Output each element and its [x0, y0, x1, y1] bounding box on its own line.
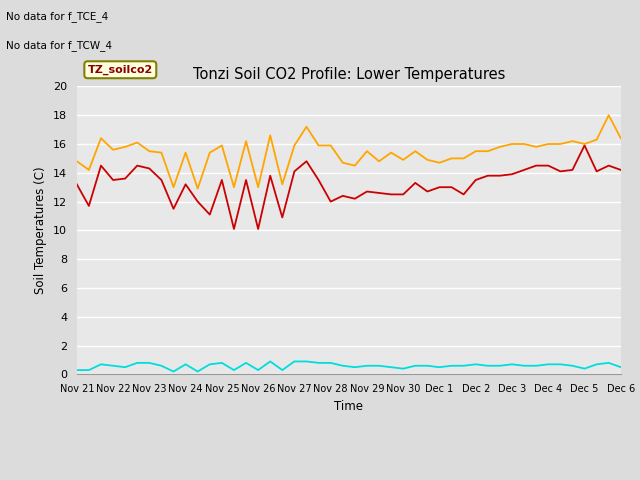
Y-axis label: Soil Temperatures (C): Soil Temperatures (C)	[35, 167, 47, 294]
Text: TZ_soilco2: TZ_soilco2	[88, 65, 153, 75]
Text: No data for f_TCW_4: No data for f_TCW_4	[6, 40, 113, 51]
Title: Tonzi Soil CO2 Profile: Lower Temperatures: Tonzi Soil CO2 Profile: Lower Temperatur…	[193, 68, 505, 83]
Text: No data for f_TCE_4: No data for f_TCE_4	[6, 11, 109, 22]
X-axis label: Time: Time	[334, 400, 364, 413]
